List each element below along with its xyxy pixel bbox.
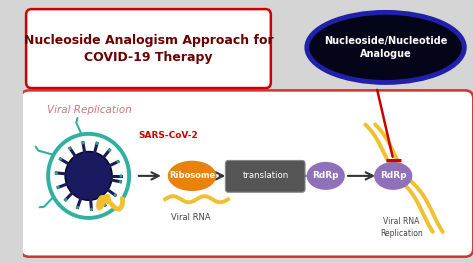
Circle shape <box>95 142 99 145</box>
Circle shape <box>114 194 117 197</box>
Circle shape <box>68 147 72 150</box>
Ellipse shape <box>168 161 217 191</box>
Circle shape <box>103 203 106 207</box>
Circle shape <box>64 198 67 201</box>
Circle shape <box>119 174 123 178</box>
Text: Nucleoside/Nucleotide
Analogue: Nucleoside/Nucleotide Analogue <box>324 36 447 59</box>
Ellipse shape <box>307 12 465 82</box>
Circle shape <box>119 180 122 183</box>
Text: RdRp: RdRp <box>380 171 407 180</box>
FancyBboxPatch shape <box>226 160 305 192</box>
FancyBboxPatch shape <box>26 9 271 88</box>
Ellipse shape <box>374 162 412 190</box>
Text: Viral RNA: Viral RNA <box>171 214 210 222</box>
Text: Viral Replication: Viral Replication <box>47 105 132 115</box>
Circle shape <box>65 151 112 200</box>
Text: SARS-CoV-2: SARS-CoV-2 <box>138 131 198 140</box>
Text: Nucleoside Analogism Approach for
COVID-19 Therapy: Nucleoside Analogism Approach for COVID-… <box>24 34 273 64</box>
Text: Ribosome: Ribosome <box>169 171 215 180</box>
Text: Viral RNA
Replication: Viral RNA Replication <box>380 217 423 238</box>
Ellipse shape <box>307 162 345 190</box>
Text: RdRp: RdRp <box>312 171 339 180</box>
Circle shape <box>59 158 62 161</box>
Text: translation: translation <box>242 171 289 180</box>
Circle shape <box>90 208 93 211</box>
Circle shape <box>117 160 119 163</box>
FancyBboxPatch shape <box>21 90 474 257</box>
Circle shape <box>56 186 60 189</box>
Circle shape <box>76 206 79 209</box>
Circle shape <box>55 171 58 175</box>
Circle shape <box>82 141 84 144</box>
Circle shape <box>108 149 111 152</box>
